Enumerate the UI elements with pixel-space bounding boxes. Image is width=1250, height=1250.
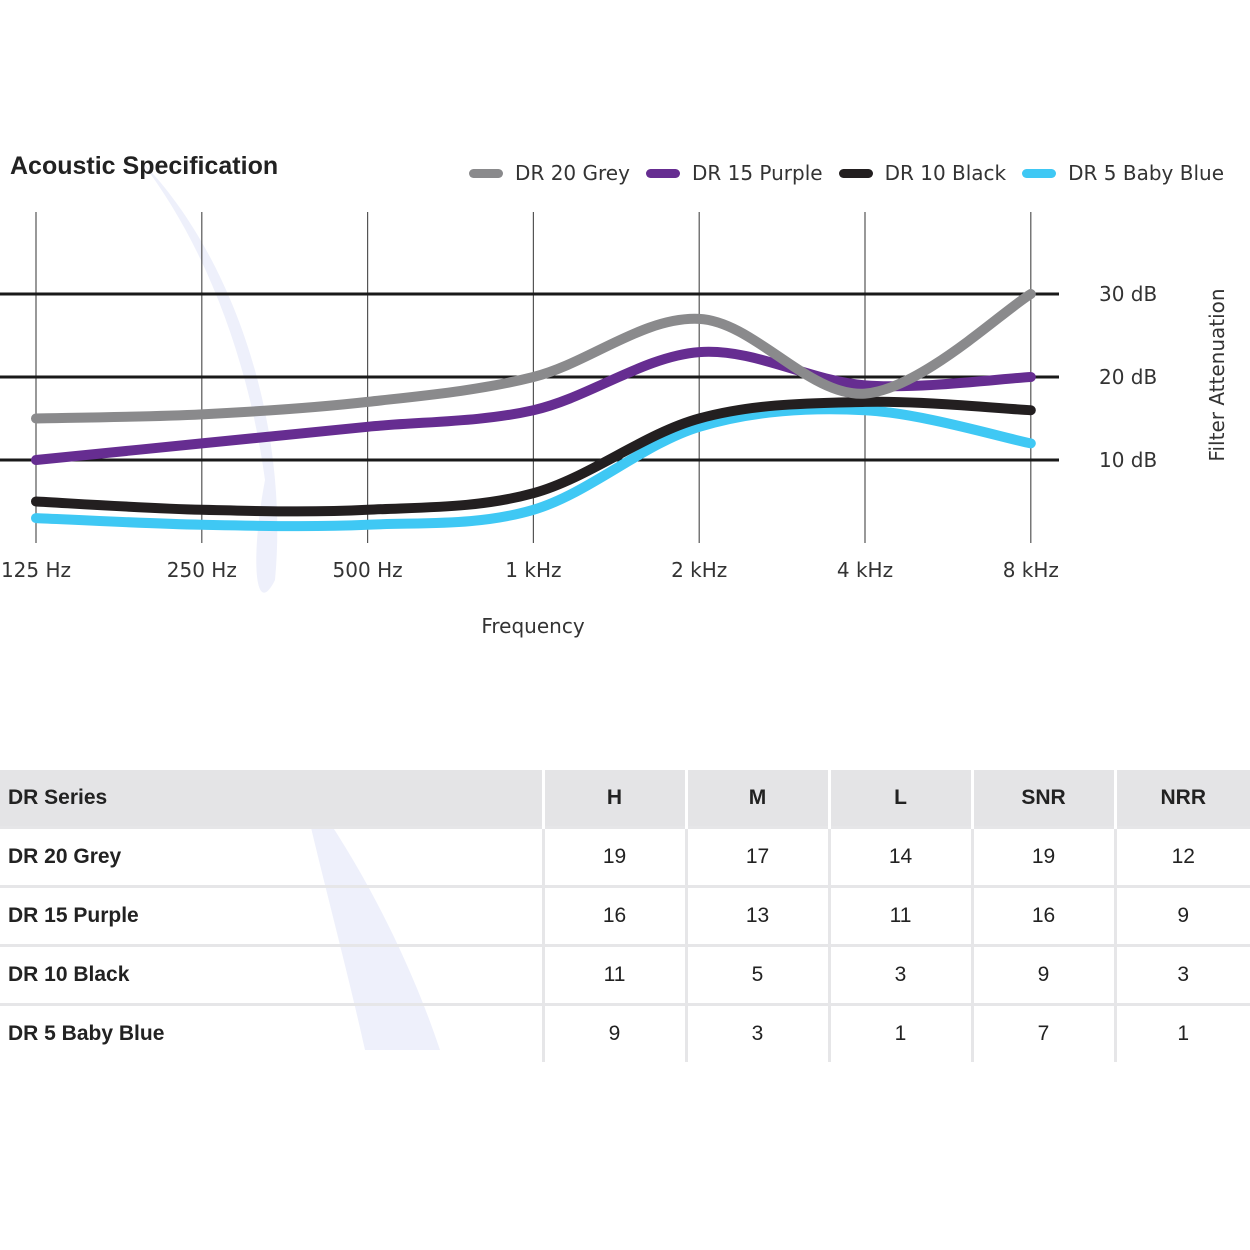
table-cell: 3: [827, 944, 972, 1005]
series-line-dr-15-purple: [31, 346, 1036, 465]
legend-item: DR 15 Purple: [645, 161, 823, 185]
table-row: DR 10 Black 11 5 3 9 3: [0, 944, 1250, 1005]
table-cell: 3: [684, 1003, 829, 1062]
table-row-name: DR 15 Purple: [0, 885, 543, 946]
series-line-dr-20-grey: [31, 289, 1036, 424]
table-header-row: DR Series H M L SNR NRR: [0, 770, 1250, 828]
legend-item: DR 20 Grey: [469, 161, 630, 185]
legend-swatch: [1022, 168, 1057, 178]
series-lines: [31, 289, 1036, 532]
table-cell: 9: [970, 944, 1115, 1005]
table-header-cell: M: [684, 770, 829, 828]
x-tick-label: 4 kHz: [837, 558, 893, 582]
series-line-dr-10-black: [31, 396, 1036, 517]
table-row: DR 20 Grey 19 17 14 19 12: [0, 826, 1250, 887]
table-cell: 11: [827, 885, 972, 946]
x-axis-label: Frequency: [481, 614, 584, 638]
table-row: DR 5 Baby Blue 9 3 1 7 1: [0, 1003, 1250, 1062]
table-row-name: DR 5 Baby Blue: [0, 1003, 543, 1062]
y-tick-labels: 10 dB 20 dB 30 dB: [1099, 282, 1157, 472]
legend-swatch: [838, 168, 873, 178]
table-header-cell: SNR: [970, 770, 1115, 828]
legend-swatch: [645, 168, 680, 178]
legend-label: DR 10 Black: [884, 161, 1007, 185]
legend-item: DR 5 Baby Blue: [1022, 161, 1224, 185]
x-tick-label: 1 kHz: [505, 558, 561, 582]
table-cell: 14: [827, 826, 972, 887]
table-header-cell: NRR: [1113, 770, 1250, 828]
table-cell: 9: [541, 1003, 686, 1062]
table-header-cell: H: [541, 770, 686, 828]
x-tick-labels: 125 Hz 250 Hz 500 Hz 1 kHz 2 kHz 4 kHz 8 kHz: [1, 558, 1059, 582]
legend-item: DR 10 Black: [838, 161, 1007, 185]
x-tick-label: 2 kHz: [671, 558, 727, 582]
chart-plot: 125 Hz 250 Hz 500 Hz 1 kHz 2 kHz 4 kHz 8 kHz 1…: [0, 212, 1229, 638]
y-tick-label: 10 dB: [1099, 448, 1157, 472]
y-axis-label: Filter Attenuation: [1205, 288, 1229, 461]
table-cell: 1: [827, 1003, 972, 1062]
x-tick-label: 500 Hz: [333, 558, 403, 582]
table-cell: 1: [1113, 1003, 1250, 1062]
table-cell: 16: [541, 885, 686, 946]
table-cell: 19: [970, 826, 1115, 887]
legend-label: DR 15 Purple: [691, 161, 823, 185]
legend-label: DR 5 Baby Blue: [1068, 161, 1224, 185]
chart-title: Acoustic Specification: [10, 152, 279, 180]
legend-swatch: [469, 168, 504, 178]
table-cell: 11: [541, 944, 686, 1005]
table-row: DR 15 Purple 16 13 11 16 9: [0, 885, 1250, 946]
table-row-name: DR 10 Black: [0, 944, 543, 1005]
table-cell: 12: [1113, 826, 1250, 887]
table-cell: 17: [684, 826, 829, 887]
chart-legend: DR 20 Grey DR 15 Purple DR 10 Black DR 5 Ba…: [453, 158, 1224, 188]
table-row-name: DR 20 Grey: [0, 826, 543, 887]
x-tick-label: 8 kHz: [1003, 558, 1059, 582]
table-cell: 3: [1113, 944, 1250, 1005]
x-tick-label: 125 Hz: [1, 558, 71, 582]
y-tick-label: 30 dB: [1099, 282, 1157, 306]
table-cell: 9: [1113, 885, 1250, 946]
spec-table: DR Series H M L SNR NRR DR 20 Grey 19 17…: [0, 770, 1250, 1062]
series-line-dr-5-baby-blue: [31, 404, 1036, 532]
table-cell: 5: [684, 944, 829, 1005]
legend-label: DR 20 Grey: [515, 161, 630, 185]
table-cell: 13: [684, 885, 829, 946]
y-tick-label: 20 dB: [1099, 365, 1157, 389]
x-tick-label: 250 Hz: [167, 558, 237, 582]
table-cell: 7: [970, 1003, 1115, 1062]
table-cell: 19: [541, 826, 686, 887]
table-header-cell: L: [827, 770, 972, 828]
table-cell: 16: [970, 885, 1115, 946]
table-header-cell: DR Series: [0, 770, 543, 828]
